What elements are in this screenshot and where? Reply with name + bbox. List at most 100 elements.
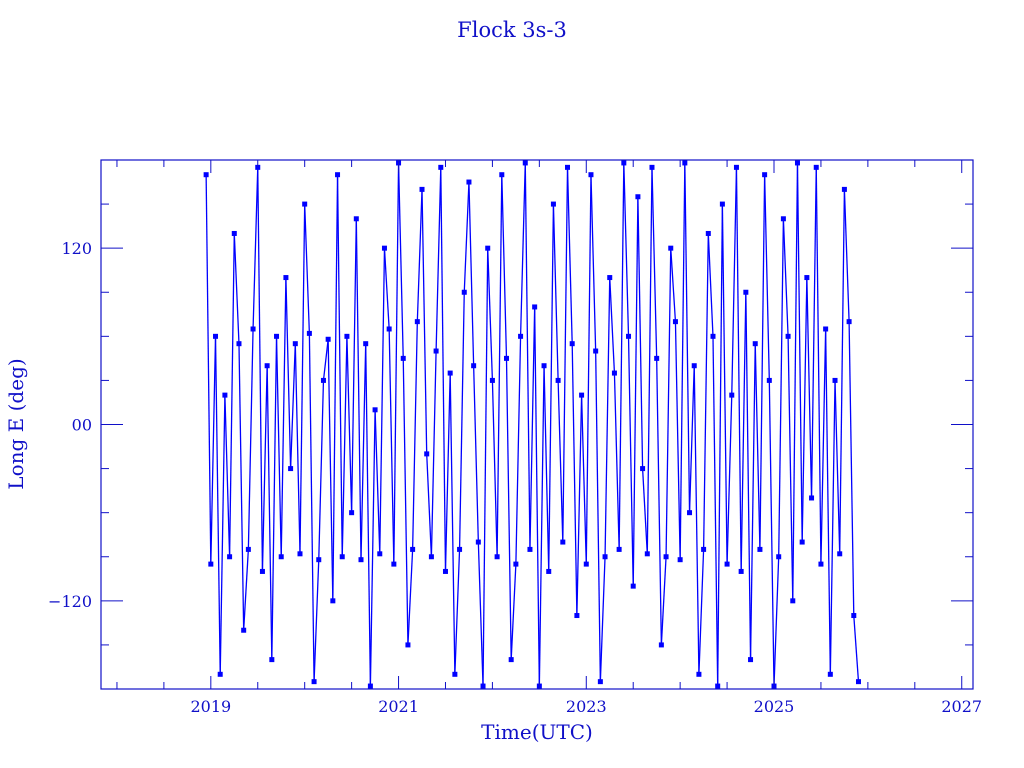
data-line <box>243 549 250 631</box>
data-line <box>571 343 578 616</box>
data-point <box>461 289 467 295</box>
data-point <box>344 333 350 339</box>
data-point <box>213 333 219 339</box>
data-point <box>330 598 336 604</box>
data-point <box>729 392 735 398</box>
data-point <box>687 510 693 516</box>
data-line <box>829 380 836 675</box>
data-line <box>477 542 484 687</box>
data-point <box>757 546 763 552</box>
data-point <box>593 348 599 354</box>
data-point <box>813 164 819 170</box>
data-point <box>635 194 641 200</box>
x-tick-label: 2019 <box>190 697 231 716</box>
data-line <box>717 204 724 687</box>
data-point <box>386 326 392 332</box>
data-point <box>442 568 448 574</box>
data-line <box>693 365 700 675</box>
data-point <box>292 341 298 347</box>
data-point <box>644 551 650 557</box>
data-line <box>763 174 770 381</box>
data-point <box>780 216 786 222</box>
data-point <box>630 583 636 589</box>
data-line <box>543 365 550 572</box>
data-point <box>503 355 509 361</box>
data-line <box>674 321 681 560</box>
data-point <box>827 671 833 677</box>
data-line <box>679 162 686 560</box>
data-line <box>289 343 296 469</box>
data-point <box>541 363 547 369</box>
data-line <box>313 559 320 682</box>
data-line <box>778 218 785 557</box>
data-line <box>468 182 475 366</box>
data-line <box>731 167 738 396</box>
data-point <box>363 341 369 347</box>
data-point <box>419 186 425 192</box>
data-line <box>768 380 775 687</box>
data-line <box>580 395 587 565</box>
data-line <box>411 321 418 550</box>
data-point <box>851 613 857 619</box>
data-point <box>222 392 228 398</box>
data-point <box>302 201 308 207</box>
data-point <box>485 245 491 251</box>
data-point <box>804 275 810 281</box>
data-point <box>372 407 378 413</box>
data-line <box>350 218 357 513</box>
data-line <box>590 174 597 352</box>
data-point <box>339 554 345 560</box>
data-point <box>766 377 772 383</box>
data-line <box>496 174 503 557</box>
data-point <box>306 330 312 336</box>
data-line <box>449 373 456 675</box>
data-line <box>365 343 372 687</box>
data-line <box>355 218 362 560</box>
data-line <box>599 556 606 682</box>
data-point <box>738 568 744 574</box>
data-line <box>604 277 611 557</box>
data-point <box>701 546 707 552</box>
x-tick-label: 2021 <box>378 697 419 716</box>
data-line <box>834 380 841 554</box>
data-point <box>288 466 294 472</box>
data-point <box>241 627 247 633</box>
data-line <box>548 204 555 572</box>
data-line <box>491 380 498 557</box>
data-line <box>529 306 536 550</box>
data-line <box>257 167 264 572</box>
data-line <box>440 167 447 572</box>
data-line <box>627 336 634 587</box>
data-point <box>231 230 237 236</box>
data-line <box>280 277 287 557</box>
x-tick-label: 2025 <box>754 697 795 716</box>
data-line <box>346 336 353 513</box>
data-line <box>219 395 226 675</box>
data-point <box>466 179 472 185</box>
data-point <box>410 546 416 552</box>
data-line <box>505 358 512 660</box>
data-line <box>534 306 540 687</box>
data-point <box>264 363 270 369</box>
data-point <box>611 370 617 376</box>
data-point <box>522 160 528 166</box>
data-point <box>823 326 829 332</box>
data-point <box>588 172 594 178</box>
data-line <box>843 189 850 322</box>
data-line <box>519 162 526 337</box>
data-point <box>532 304 538 310</box>
data-line <box>336 174 343 557</box>
data-line <box>749 343 756 660</box>
data-line <box>266 365 273 660</box>
data-point <box>672 319 678 325</box>
data-line <box>458 292 465 550</box>
data-point <box>616 546 622 552</box>
data-line <box>379 248 386 554</box>
data-line <box>651 167 658 359</box>
y-tick-label: −120 <box>48 592 92 611</box>
data-line <box>688 365 695 513</box>
data-point <box>377 551 383 557</box>
data-point <box>569 341 575 347</box>
data-line <box>745 292 752 660</box>
data-point <box>621 160 627 166</box>
